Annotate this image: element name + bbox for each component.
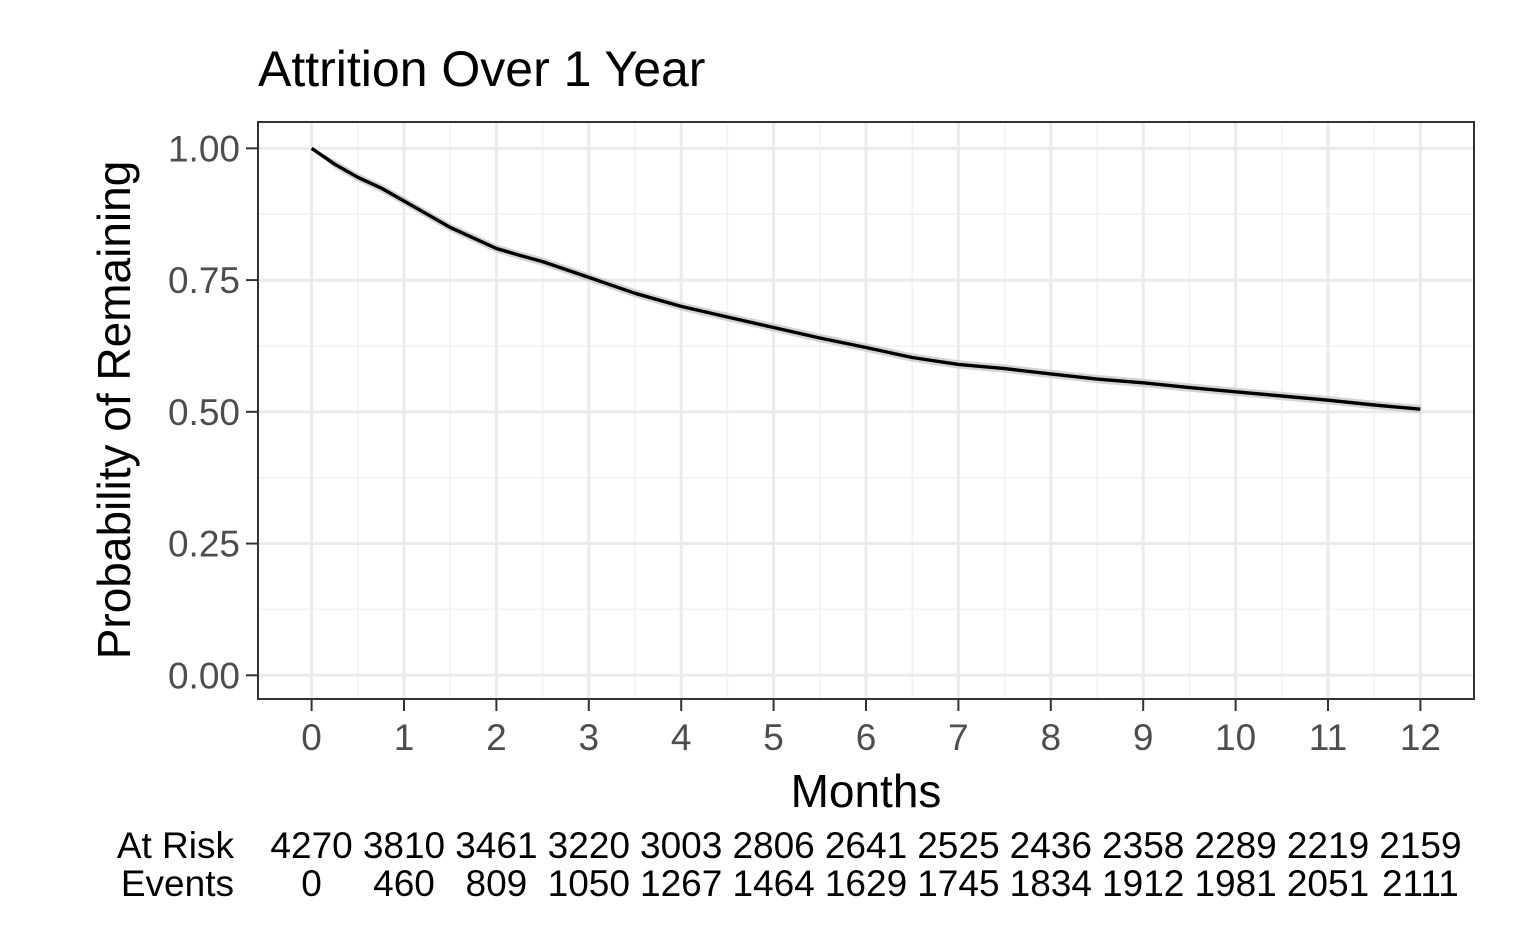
events-value: 1629 <box>825 863 907 904</box>
at-risk-row: 4270 3810 3461 3220 3003 2806 2641 2525 2436 2358… <box>270 825 1461 866</box>
events-value: 1745 <box>917 863 999 904</box>
x-tick-label: 0 <box>301 717 322 758</box>
plot-panel <box>257 121 1475 700</box>
x-axis-title: Months <box>791 765 942 817</box>
x-tick-label: 3 <box>579 717 600 758</box>
events-value: 1981 <box>1194 863 1276 904</box>
events-value: 1834 <box>1010 863 1092 904</box>
x-tick-label: 5 <box>763 717 784 758</box>
x-tick-label: 6 <box>856 717 877 758</box>
at-risk-value: 2806 <box>732 825 814 866</box>
at-risk-value: 2219 <box>1287 825 1369 866</box>
x-tick-label: 7 <box>948 717 969 758</box>
x-axis: 0 1 2 3 4 5 6 7 8 9 10 11 12 <box>301 699 1441 758</box>
at-risk-value: 3461 <box>455 825 537 866</box>
events-value: 809 <box>466 863 528 904</box>
events-value: 0 <box>301 863 322 904</box>
y-axis-title: Probability of Remaining <box>88 161 140 660</box>
x-tick-label: 8 <box>1041 717 1062 758</box>
events-value: 1464 <box>732 863 814 904</box>
x-tick-label: 1 <box>394 717 415 758</box>
y-tick-label: 0.50 <box>168 392 240 433</box>
at-risk-value: 2525 <box>917 825 999 866</box>
chart-title: Attrition Over 1 Year <box>258 41 705 97</box>
y-axis: 0.00 0.25 0.50 0.75 1.00 <box>168 128 258 696</box>
events-value: 1267 <box>640 863 722 904</box>
y-tick-label: 0.25 <box>168 524 240 565</box>
risk-table: At Risk Events 4270 3810 3461 3220 3003 2806 2… <box>117 825 1462 904</box>
major-gridlines <box>258 122 1474 699</box>
at-risk-row-label: At Risk <box>117 825 235 866</box>
events-row: 0 460 809 1050 1267 1464 1629 1745 1834 1912 1981 2… <box>301 863 1459 904</box>
at-risk-value: 2159 <box>1379 825 1461 866</box>
events-value: 1912 <box>1102 863 1184 904</box>
survival-curve <box>310 146 1421 411</box>
events-row-label: Events <box>121 863 234 904</box>
at-risk-value: 2358 <box>1102 825 1184 866</box>
y-tick-label: 0.00 <box>168 655 240 696</box>
x-tick-label: 2 <box>486 717 507 758</box>
events-value: 2051 <box>1287 863 1369 904</box>
y-tick-label: 1.00 <box>168 128 240 169</box>
x-tick-label: 12 <box>1400 717 1441 758</box>
at-risk-value: 3810 <box>363 825 445 866</box>
at-risk-value: 3003 <box>640 825 722 866</box>
at-risk-value: 2289 <box>1194 825 1276 866</box>
x-tick-label: 4 <box>671 717 692 758</box>
x-tick-label: 11 <box>1309 717 1347 758</box>
x-tick-label: 9 <box>1133 717 1154 758</box>
events-value: 2111 <box>1382 863 1459 904</box>
at-risk-value: 2436 <box>1010 825 1092 866</box>
at-risk-value: 4270 <box>270 825 352 866</box>
at-risk-value: 2641 <box>825 825 907 866</box>
events-value: 1050 <box>548 863 630 904</box>
events-value: 460 <box>373 863 435 904</box>
at-risk-value: 3220 <box>548 825 630 866</box>
x-tick-label: 10 <box>1215 717 1256 758</box>
y-tick-label: 0.75 <box>168 260 240 301</box>
